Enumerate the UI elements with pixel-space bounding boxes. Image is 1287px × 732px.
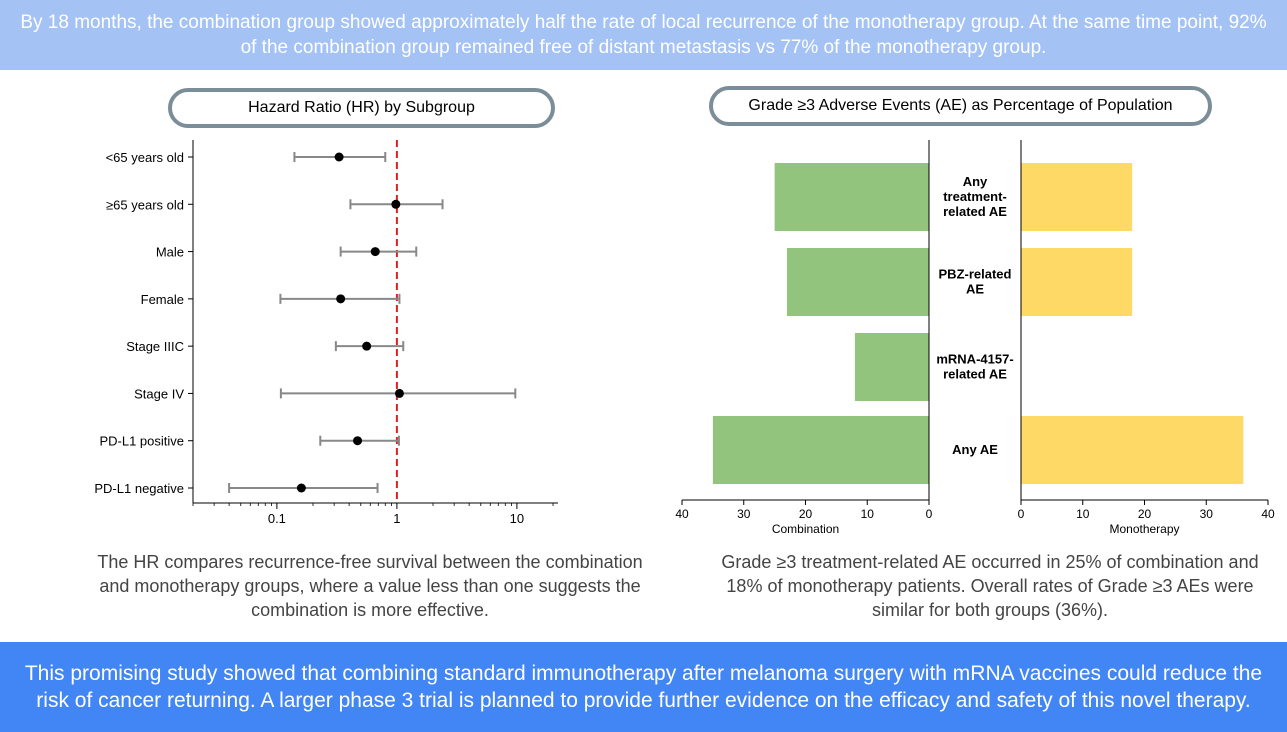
forest-hr-point	[334, 152, 344, 162]
combination-x-tick-label: 0	[926, 507, 933, 521]
combination-axis-label: Combination	[772, 522, 839, 536]
ae-title-pill: Grade ≥3 Adverse Events (AE) as Percenta…	[709, 86, 1212, 126]
forest-hr-point	[353, 436, 363, 446]
forest-caption: The HR compares recurrence-free survival…	[97, 552, 643, 620]
monotherapy-x-tick-label: 30	[1200, 507, 1214, 521]
ae-title: Grade ≥3 Adverse Events (AE) as Percenta…	[748, 97, 1173, 114]
forest-hr-point	[370, 247, 380, 257]
forest-hr-point	[391, 199, 401, 209]
combination-bar	[854, 333, 929, 401]
ae-category-label: mRNA-4157-related AE	[936, 352, 1013, 382]
forest-category-label: Male	[156, 245, 184, 260]
monotherapy-axis-label: Monotherapy	[1109, 522, 1179, 536]
combination-x-tick-label: 40	[675, 507, 689, 521]
monotherapy-x-tick-label: 20	[1138, 507, 1152, 521]
combination-bar	[774, 163, 929, 231]
forest-hr-point	[362, 341, 372, 351]
forest-hr-point	[336, 294, 346, 304]
combination-x-tick-label: 20	[799, 507, 813, 521]
monotherapy-bar	[1021, 163, 1133, 231]
forest-x-tick-label: 1	[393, 511, 400, 526]
combination-bar	[712, 416, 929, 484]
monotherapy-x-tick-label: 40	[1261, 507, 1275, 521]
forest-title-pill: Hazard Ratio (HR) by Subgroup	[168, 88, 555, 128]
footer-text: This promising study showed that combini…	[24, 662, 1263, 712]
forest-plot: 0.1 1 10 <65 years old ≥65 years old Male Fema…	[94, 140, 558, 526]
footer-banner: This promising study showed that combini…	[0, 642, 1287, 732]
monotherapy-x-tick-label: 10	[1076, 507, 1090, 521]
forest-x-tick-label: 10	[510, 511, 524, 526]
monotherapy-bar	[1021, 416, 1244, 484]
forest-category-label: PD-L1 negative	[94, 481, 184, 496]
monotherapy-x-tick-label: 0	[1018, 507, 1025, 521]
header-text: By 18 months, the combination group show…	[20, 12, 1267, 58]
ae-caption: Grade ≥3 treatment-related AE occurred i…	[721, 552, 1259, 620]
combination-x-tick-label: 10	[861, 507, 875, 521]
forest-title: Hazard Ratio (HR) by Subgroup	[248, 99, 475, 116]
ae-bar-chart: Any treatment-related AE PBZ-related AE mRNA…	[675, 140, 1275, 536]
header-banner: By 18 months, the combination group show…	[0, 0, 1287, 70]
forest-category-label: Stage IV	[134, 386, 184, 401]
ae-category-label: Any AE	[952, 442, 998, 457]
forest-category-label: <65 years old	[106, 150, 184, 165]
ae-category-label: Any treatment-related AE	[943, 174, 1007, 219]
combination-bar	[786, 248, 929, 316]
monotherapy-bar	[1021, 248, 1133, 316]
forest-category-label: PD-L1 positive	[99, 434, 184, 449]
forest-category-label: Stage IIIC	[126, 339, 184, 354]
forest-category-label: ≥65 years old	[106, 197, 184, 212]
combination-x-tick-label: 30	[737, 507, 751, 521]
ae-category-label: PBZ-related AE	[939, 267, 1012, 297]
forest-x-tick-label: 0.1	[268, 511, 286, 526]
forest-hr-point	[394, 388, 404, 398]
forest-category-label: Female	[141, 292, 184, 307]
forest-hr-point	[296, 483, 306, 493]
